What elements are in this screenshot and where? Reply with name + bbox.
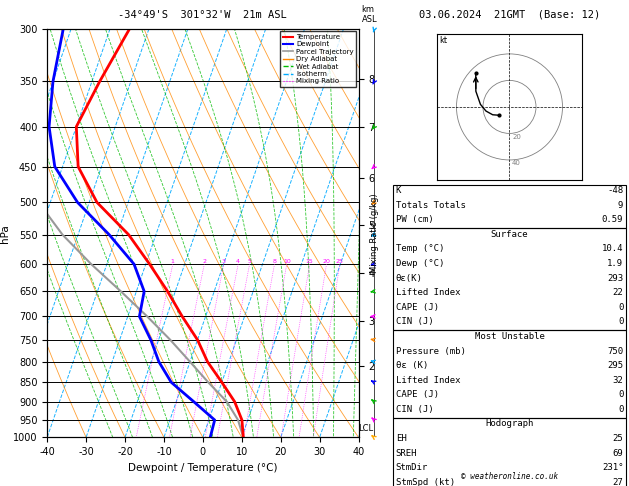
Text: 22: 22 bbox=[613, 288, 623, 297]
Text: CAPE (J): CAPE (J) bbox=[396, 390, 438, 399]
X-axis label: Dewpoint / Temperature (°C): Dewpoint / Temperature (°C) bbox=[128, 463, 277, 473]
Text: 750: 750 bbox=[607, 347, 623, 356]
Text: 32: 32 bbox=[613, 376, 623, 385]
Text: PW (cm): PW (cm) bbox=[396, 215, 433, 225]
Text: CAPE (J): CAPE (J) bbox=[396, 303, 438, 312]
Text: 10.4: 10.4 bbox=[602, 244, 623, 254]
Text: 40: 40 bbox=[512, 160, 521, 166]
Text: 3: 3 bbox=[222, 259, 226, 264]
Text: 03.06.2024  21GMT  (Base: 12): 03.06.2024 21GMT (Base: 12) bbox=[419, 10, 600, 19]
Text: Hodograph: Hodograph bbox=[486, 419, 533, 429]
Text: -48: -48 bbox=[607, 186, 623, 195]
Text: Lifted Index: Lifted Index bbox=[396, 376, 460, 385]
Text: CIN (J): CIN (J) bbox=[396, 317, 433, 327]
Text: 69: 69 bbox=[613, 449, 623, 458]
Text: 25: 25 bbox=[613, 434, 623, 443]
Text: θε(K): θε(K) bbox=[396, 274, 423, 283]
Text: SREH: SREH bbox=[396, 449, 417, 458]
Text: 1: 1 bbox=[171, 259, 175, 264]
Text: © weatheronline.co.uk: © weatheronline.co.uk bbox=[461, 472, 558, 481]
Text: 0.59: 0.59 bbox=[602, 215, 623, 225]
Text: 295: 295 bbox=[607, 361, 623, 370]
Text: StmSpd (kt): StmSpd (kt) bbox=[396, 478, 455, 486]
Text: 0: 0 bbox=[618, 317, 623, 327]
Text: kt: kt bbox=[439, 36, 447, 45]
Text: 10: 10 bbox=[283, 259, 291, 264]
Text: -34°49'S  301°32'W  21m ASL: -34°49'S 301°32'W 21m ASL bbox=[118, 10, 287, 19]
Text: 1.9: 1.9 bbox=[607, 259, 623, 268]
Text: 231°: 231° bbox=[602, 463, 623, 472]
Text: 0: 0 bbox=[618, 390, 623, 399]
Text: CIN (J): CIN (J) bbox=[396, 405, 433, 414]
Legend: Temperature, Dewpoint, Parcel Trajectory, Dry Adiabat, Wet Adiabat, Isotherm, Mi: Temperature, Dewpoint, Parcel Trajectory… bbox=[280, 31, 357, 87]
Text: 20: 20 bbox=[512, 134, 521, 140]
Text: K: K bbox=[396, 186, 401, 195]
Text: 9: 9 bbox=[618, 201, 623, 210]
Text: StmDir: StmDir bbox=[396, 463, 428, 472]
Text: 0: 0 bbox=[618, 303, 623, 312]
Text: 4: 4 bbox=[236, 259, 240, 264]
Text: 2: 2 bbox=[203, 259, 206, 264]
Text: Lifted Index: Lifted Index bbox=[396, 288, 460, 297]
Text: 20: 20 bbox=[323, 259, 330, 264]
Text: LCL: LCL bbox=[359, 424, 374, 434]
Y-axis label: hPa: hPa bbox=[0, 224, 10, 243]
Text: 293: 293 bbox=[607, 274, 623, 283]
Text: 5: 5 bbox=[248, 259, 252, 264]
Text: km
ASL: km ASL bbox=[362, 5, 377, 24]
Text: Totals Totals: Totals Totals bbox=[396, 201, 465, 210]
Text: θε (K): θε (K) bbox=[396, 361, 428, 370]
Text: Pressure (mb): Pressure (mb) bbox=[396, 347, 465, 356]
Text: EH: EH bbox=[396, 434, 406, 443]
Text: Dewp (°C): Dewp (°C) bbox=[396, 259, 444, 268]
Text: 8: 8 bbox=[272, 259, 276, 264]
Text: 0: 0 bbox=[618, 405, 623, 414]
Text: Surface: Surface bbox=[491, 230, 528, 239]
Text: 25: 25 bbox=[336, 259, 344, 264]
Text: Most Unstable: Most Unstable bbox=[474, 332, 545, 341]
Text: 27: 27 bbox=[613, 478, 623, 486]
Text: Mixing Ratio (g/kg): Mixing Ratio (g/kg) bbox=[370, 193, 379, 273]
Text: 15: 15 bbox=[306, 259, 313, 264]
Text: Temp (°C): Temp (°C) bbox=[396, 244, 444, 254]
